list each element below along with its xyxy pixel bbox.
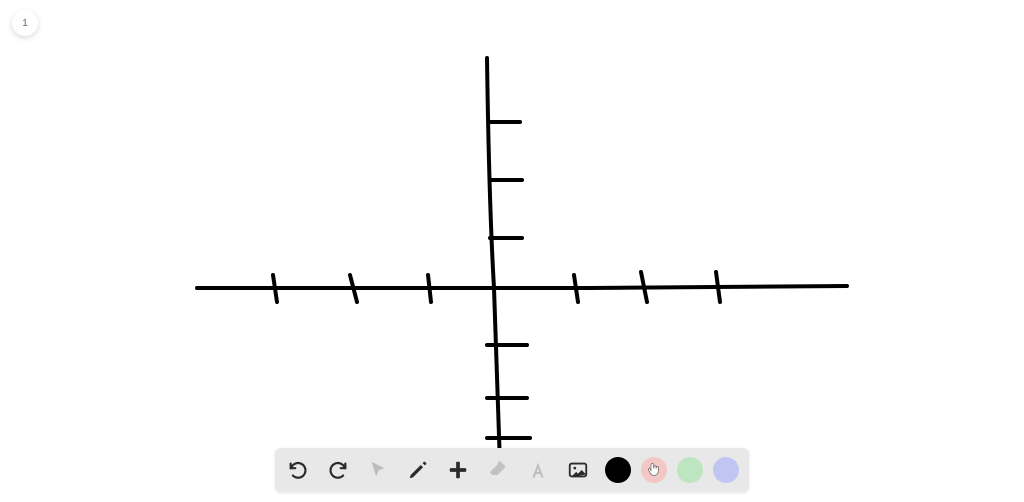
page-number-badge[interactable]: 1 <box>12 10 38 36</box>
redo-icon <box>327 459 349 481</box>
toolbar <box>275 448 749 492</box>
pen-button[interactable] <box>405 457 431 483</box>
color-swatch-2[interactable] <box>677 457 703 483</box>
redo-button[interactable] <box>325 457 351 483</box>
plus-icon <box>447 459 469 481</box>
add-button[interactable] <box>445 457 471 483</box>
eraser-icon <box>487 459 509 481</box>
pencil-icon <box>407 459 429 481</box>
text-icon <box>527 459 549 481</box>
undo-icon <box>287 459 309 481</box>
color-swatch-1[interactable] <box>641 457 667 483</box>
pointer-cursor-icon <box>641 457 667 483</box>
image-icon <box>567 459 589 481</box>
eraser-button[interactable] <box>485 457 511 483</box>
select-button[interactable] <box>365 457 391 483</box>
color-swatches <box>605 457 739 483</box>
color-swatch-3[interactable] <box>713 457 739 483</box>
image-button[interactable] <box>565 457 591 483</box>
cursor-icon <box>367 459 389 481</box>
page-number-label: 1 <box>22 18 28 29</box>
drawing-canvas <box>0 0 1024 502</box>
undo-button[interactable] <box>285 457 311 483</box>
color-swatch-0[interactable] <box>605 457 631 483</box>
text-button[interactable] <box>525 457 551 483</box>
